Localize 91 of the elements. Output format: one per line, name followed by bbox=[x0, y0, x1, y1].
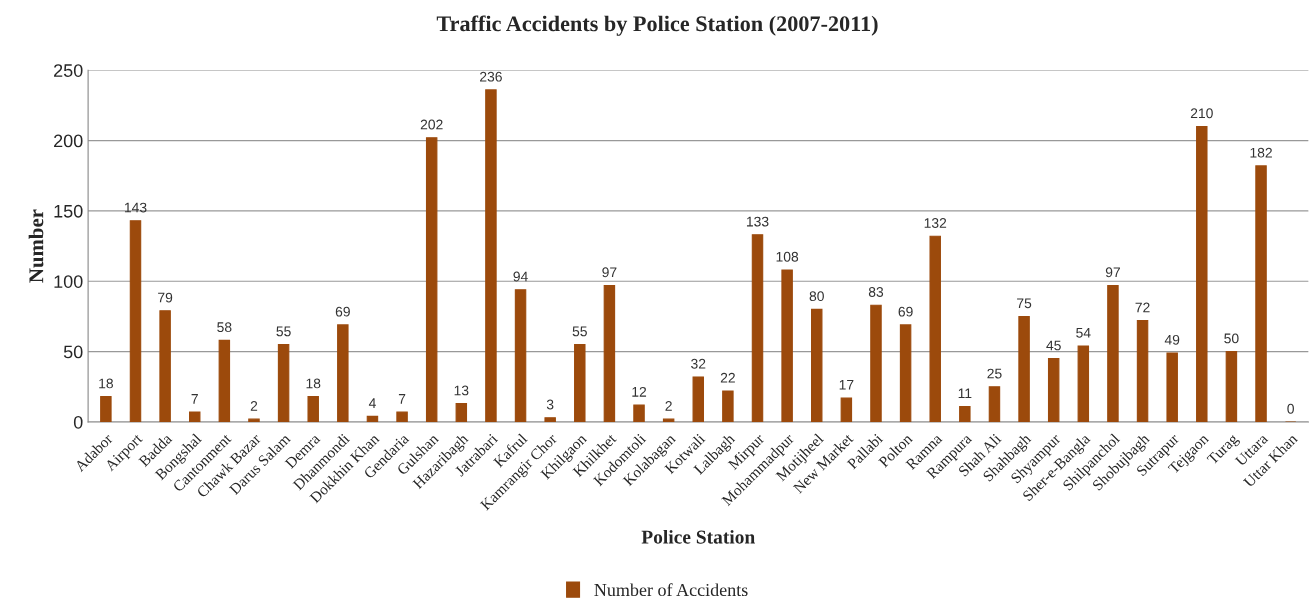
data-label: 79 bbox=[158, 292, 173, 303]
data-label: 182 bbox=[1250, 147, 1272, 158]
bar bbox=[1255, 165, 1267, 422]
data-label: 7 bbox=[191, 394, 198, 404]
data-label: 13 bbox=[454, 385, 469, 396]
data-label: 18 bbox=[99, 378, 113, 389]
bar bbox=[1018, 315, 1030, 422]
data-label: 2 bbox=[665, 401, 672, 411]
bar bbox=[455, 403, 468, 422]
x-axis-title: Police Station bbox=[641, 529, 755, 544]
data-label: 12 bbox=[632, 386, 647, 397]
bar bbox=[366, 415, 379, 422]
bar bbox=[870, 304, 882, 422]
data-label: 69 bbox=[335, 306, 350, 317]
data-label: 32 bbox=[691, 358, 706, 369]
data-label: 0 bbox=[1287, 403, 1294, 414]
bar bbox=[396, 411, 408, 422]
bar bbox=[485, 89, 497, 422]
data-label: 72 bbox=[1135, 302, 1150, 313]
bar bbox=[277, 344, 290, 422]
bar bbox=[574, 344, 586, 422]
data-label: 22 bbox=[720, 372, 735, 383]
data-label: 55 bbox=[572, 326, 587, 337]
bar bbox=[1196, 125, 1208, 422]
data-label: 210 bbox=[1190, 108, 1213, 119]
bar bbox=[929, 235, 941, 422]
bar bbox=[722, 390, 734, 422]
bar bbox=[988, 386, 1001, 422]
bar bbox=[100, 396, 112, 422]
data-label: 2 bbox=[250, 401, 258, 411]
data-label: 97 bbox=[602, 267, 617, 278]
y-tick-label: 150 bbox=[54, 204, 83, 218]
data-label: 55 bbox=[276, 326, 291, 337]
bar bbox=[218, 339, 231, 422]
bar bbox=[425, 137, 438, 422]
bar bbox=[544, 417, 556, 422]
bar bbox=[1047, 358, 1060, 422]
data-label: 143 bbox=[124, 202, 147, 213]
bar bbox=[751, 234, 764, 422]
data-label: 94 bbox=[513, 271, 528, 282]
data-label: 202 bbox=[420, 119, 443, 130]
bar bbox=[1225, 351, 1238, 422]
y-tick-label: 100 bbox=[54, 275, 83, 288]
y-tick-label: 0 bbox=[73, 415, 83, 429]
bar bbox=[248, 418, 260, 422]
data-label: 7 bbox=[398, 394, 406, 404]
bar bbox=[633, 404, 645, 422]
bar bbox=[1166, 352, 1178, 422]
data-label: 45 bbox=[1046, 340, 1061, 351]
data-label: 97 bbox=[1105, 267, 1120, 278]
bar bbox=[514, 289, 527, 422]
data-label: 17 bbox=[839, 380, 854, 390]
data-label: 80 bbox=[809, 291, 824, 302]
chart-title: Traffic Accidents by Police Station (2007-2011) bbox=[436, 15, 878, 36]
bar bbox=[781, 269, 793, 422]
data-label: 54 bbox=[1076, 327, 1091, 338]
bar bbox=[307, 396, 319, 422]
bar bbox=[1107, 284, 1119, 422]
y-axis-title: Number bbox=[28, 209, 44, 283]
bar bbox=[692, 376, 705, 422]
data-label: 49 bbox=[1164, 334, 1180, 345]
data-label: 132 bbox=[924, 218, 947, 228]
bar bbox=[811, 308, 823, 422]
data-label: 4 bbox=[368, 398, 376, 408]
y-tick-label: 50 bbox=[63, 345, 83, 359]
data-label: 75 bbox=[1017, 298, 1032, 309]
data-label: 108 bbox=[776, 251, 799, 262]
bar bbox=[840, 397, 853, 422]
bar bbox=[188, 411, 201, 422]
data-label: 133 bbox=[746, 216, 769, 227]
data-label: 69 bbox=[898, 306, 913, 317]
bar bbox=[662, 418, 675, 422]
bar bbox=[159, 310, 171, 422]
y-tick-label: 200 bbox=[54, 134, 83, 148]
bar bbox=[1077, 345, 1090, 422]
bar bbox=[959, 405, 971, 422]
bar bbox=[899, 324, 912, 422]
data-label: 58 bbox=[217, 322, 232, 333]
data-label: 18 bbox=[306, 378, 321, 389]
legend-label: Number of Accidents bbox=[594, 583, 748, 597]
data-label: 25 bbox=[987, 368, 1002, 379]
bar bbox=[129, 220, 142, 422]
data-label: 236 bbox=[480, 71, 502, 82]
data-label: 3 bbox=[546, 399, 554, 410]
bar bbox=[603, 284, 616, 422]
y-tick-label: 250 bbox=[54, 64, 83, 77]
data-label: 83 bbox=[868, 287, 884, 297]
data-label: 11 bbox=[958, 388, 972, 399]
bar bbox=[1136, 320, 1149, 422]
data-label: 50 bbox=[1224, 333, 1239, 344]
bar bbox=[337, 324, 349, 422]
